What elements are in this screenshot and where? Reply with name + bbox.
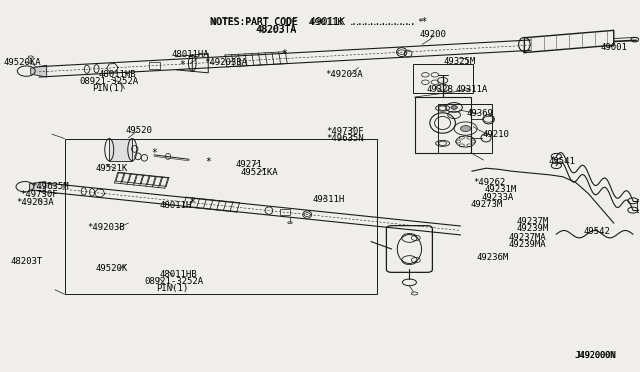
Bar bbox=[280, 209, 290, 215]
Text: 08921-3252A: 08921-3252A bbox=[79, 77, 138, 86]
Polygon shape bbox=[109, 138, 132, 161]
Text: 49210: 49210 bbox=[483, 129, 509, 139]
Bar bbox=[149, 62, 161, 69]
Text: *: * bbox=[189, 198, 195, 208]
Text: 49231M: 49231M bbox=[484, 185, 517, 194]
Text: NOTES:PART CODE  49011K ........... *: NOTES:PART CODE 49011K ........... * bbox=[210, 17, 428, 27]
Text: 48203TA: 48203TA bbox=[256, 25, 296, 35]
Text: 49520: 49520 bbox=[126, 126, 153, 135]
Text: 49233A: 49233A bbox=[481, 193, 514, 202]
Text: PIN(1): PIN(1) bbox=[92, 84, 124, 93]
Text: *49203B: *49203B bbox=[87, 223, 125, 232]
Bar bbox=[415, 97, 470, 153]
Text: 48011HB: 48011HB bbox=[159, 270, 196, 279]
Text: J492000N: J492000N bbox=[574, 351, 616, 360]
Text: 08921-3252A: 08921-3252A bbox=[145, 277, 204, 286]
Text: *49730F: *49730F bbox=[20, 190, 58, 199]
Text: *49203A: *49203A bbox=[325, 70, 363, 79]
Text: 49521KA: 49521KA bbox=[240, 168, 278, 177]
Text: 49521K: 49521K bbox=[95, 164, 127, 173]
Text: 49520K: 49520K bbox=[95, 264, 127, 273]
Text: PIN(1): PIN(1) bbox=[157, 284, 189, 293]
Text: 49237MA: 49237MA bbox=[508, 233, 546, 242]
Text: 49271: 49271 bbox=[236, 160, 262, 169]
Bar bbox=[65, 138, 378, 294]
Bar bbox=[438, 105, 492, 153]
Circle shape bbox=[461, 126, 470, 132]
Text: 48203T: 48203T bbox=[11, 257, 43, 266]
Text: 49200: 49200 bbox=[420, 30, 447, 39]
Text: 49311H: 49311H bbox=[312, 195, 344, 204]
Text: *: * bbox=[205, 157, 211, 167]
Text: 49001: 49001 bbox=[601, 42, 628, 51]
Text: 48011HA: 48011HA bbox=[172, 49, 209, 58]
Text: 48011HB: 48011HB bbox=[99, 70, 136, 79]
Text: NOTES:PART CODE  49011K ........... *: NOTES:PART CODE 49011K ........... * bbox=[211, 18, 424, 27]
Text: 49520KA: 49520KA bbox=[4, 58, 42, 67]
Text: *: * bbox=[282, 49, 287, 60]
Text: 49369: 49369 bbox=[467, 109, 493, 118]
Text: 49236M: 49236M bbox=[476, 253, 509, 262]
Text: *: * bbox=[152, 148, 157, 158]
Text: 49541: 49541 bbox=[548, 157, 575, 166]
Text: *: * bbox=[179, 60, 186, 70]
Text: *49730F: *49730F bbox=[326, 126, 364, 136]
Text: *49203BA: *49203BA bbox=[204, 58, 247, 67]
Text: *49262: *49262 bbox=[473, 178, 506, 187]
Circle shape bbox=[451, 106, 458, 109]
Text: 49311A: 49311A bbox=[456, 85, 488, 94]
Text: 49328: 49328 bbox=[426, 85, 453, 94]
Text: *49203A: *49203A bbox=[17, 198, 54, 207]
Text: J492000N: J492000N bbox=[575, 351, 616, 360]
Text: *49635N: *49635N bbox=[326, 134, 364, 143]
Text: 49237M: 49237M bbox=[516, 217, 549, 226]
Polygon shape bbox=[31, 65, 47, 77]
Bar bbox=[637, 199, 640, 212]
Text: 49273M: 49273M bbox=[470, 200, 502, 209]
Bar bbox=[413, 64, 473, 93]
Text: 49325M: 49325M bbox=[444, 57, 476, 66]
Text: 48203TA: 48203TA bbox=[255, 25, 296, 35]
Text: 49239M: 49239M bbox=[516, 224, 549, 233]
Text: *49635M: *49635M bbox=[31, 182, 69, 191]
Text: 49239MA: 49239MA bbox=[508, 240, 546, 249]
Text: 49542: 49542 bbox=[583, 227, 610, 236]
Text: 48011H: 48011H bbox=[159, 201, 191, 210]
Polygon shape bbox=[29, 182, 45, 192]
